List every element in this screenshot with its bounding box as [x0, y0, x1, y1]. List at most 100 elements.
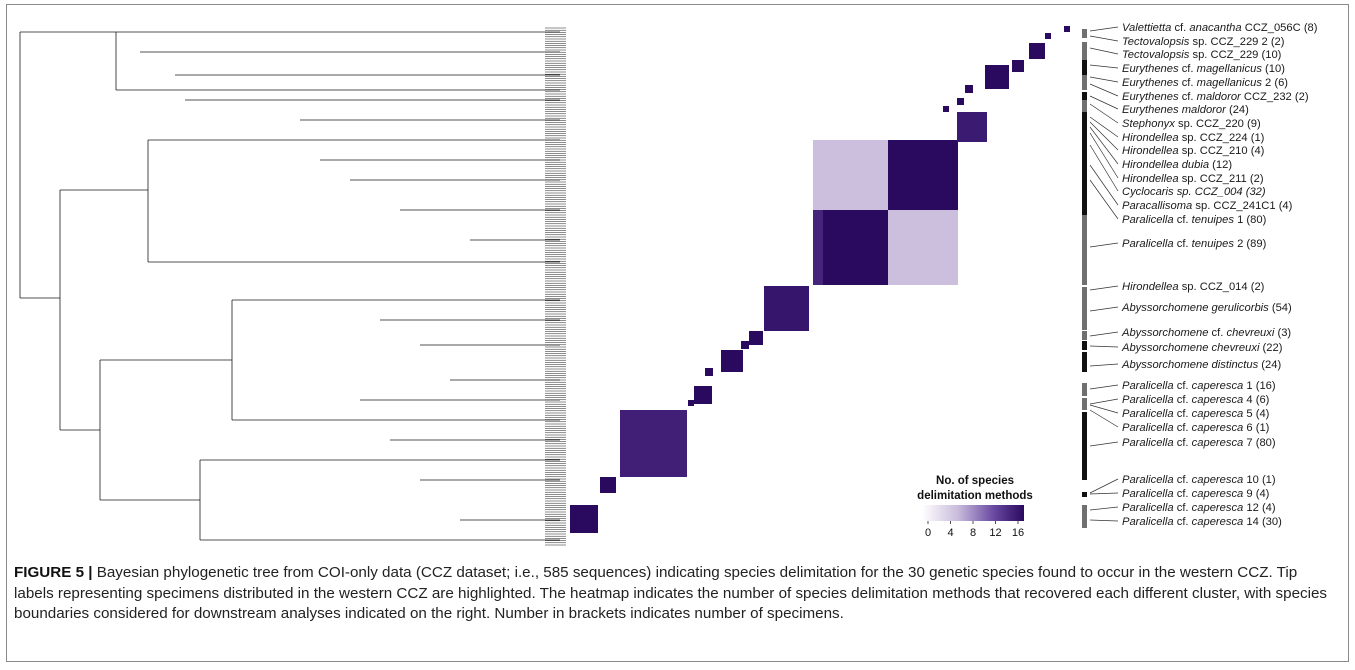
- leader-line: [1089, 345, 1119, 348]
- species-label: Paralicella cf. tenuipes 2 (89): [1122, 238, 1267, 250]
- species-boundary-bar: [1082, 60, 1087, 75]
- legend-title-line2: delimitation methods: [917, 490, 1033, 502]
- species-label: Paralicella cf. caperesca 5 (4): [1122, 408, 1270, 420]
- legend-color-bar: [922, 505, 1024, 521]
- leader-line: [1089, 26, 1119, 32]
- heatmap-cluster: [570, 505, 598, 533]
- species-boundary-bar: [1082, 341, 1087, 350]
- heatmap-cluster: [943, 106, 949, 112]
- heatmap-offdiag: [888, 210, 958, 285]
- species-label: Eurythenes cf. maldoror CCZ_232 (2): [1122, 91, 1309, 103]
- species-label: Paralicella cf. caperesca 7 (80): [1122, 437, 1276, 449]
- legend-tick-label: 16: [1012, 527, 1024, 539]
- heatmap-cluster: [620, 410, 687, 477]
- species-label: Abyssorchomene chevreuxi (22): [1121, 342, 1283, 354]
- leader-line: [1089, 164, 1119, 206]
- legend-tick-label: 4: [947, 527, 953, 539]
- heatmap-cluster: [694, 386, 712, 404]
- species-boundary-bar: [1082, 100, 1087, 112]
- leader-line: [1089, 144, 1119, 192]
- heatmap-cluster: [1045, 33, 1051, 39]
- species-boundary-bar: [1082, 29, 1087, 38]
- leader-line: [1089, 121, 1119, 151]
- heatmap-cluster: [1029, 43, 1045, 59]
- species-boundary-bar: [1082, 492, 1087, 497]
- species-label: Eurythenes maldoror (24): [1122, 104, 1249, 116]
- species-label: Paralicella cf. caperesca 12 (4): [1122, 502, 1276, 514]
- leader-line: [1089, 285, 1119, 291]
- species-boundary-bar: [1082, 352, 1087, 372]
- heatmap: [570, 26, 1070, 533]
- species-boundary-bar: [1082, 505, 1087, 528]
- legend-title-line1: No. of species: [936, 475, 1014, 487]
- leader-line: [1089, 95, 1119, 110]
- species-label: Tectovalopsis sp. CCZ_229 (10): [1122, 49, 1282, 61]
- phylogenetic-tree: [19, 27, 566, 546]
- species-label: Stephonyx sp. CCZ_220 (9): [1122, 118, 1261, 130]
- heatmap-offdiag: [813, 140, 888, 210]
- species-label: Eurythenes cf. magellanicus 2 (6): [1122, 77, 1288, 89]
- species-boundary-bar: [1082, 140, 1087, 215]
- caption-text: Bayesian phylogenetic tree from COI-only…: [14, 564, 1328, 622]
- figure-graphic: Valettietta cf. anacantha CCZ_056C (8) Te…: [19, 22, 1318, 546]
- leader-line: [1089, 492, 1119, 495]
- species-label: Paralicella cf. caperesca 9 (4): [1122, 488, 1270, 500]
- heatmap-cluster: [1012, 60, 1024, 72]
- species-label: Hirondellea dubia (12): [1122, 159, 1232, 171]
- species-boundary-bar: [1082, 42, 1087, 60]
- heatmap-shade: [957, 112, 987, 142]
- heatmap-cluster: [600, 477, 616, 493]
- legend-tick-label: 0: [925, 527, 931, 539]
- figure-caption: FIGURE 5 | Bayesian phylogenetic tree fr…: [14, 563, 1336, 625]
- species-boundary-bar: [1082, 331, 1087, 340]
- species-label: Hirondellea sp. CCZ_014 (2): [1122, 281, 1265, 293]
- leader-line: [1089, 404, 1119, 414]
- species-boundary-bar: [1082, 412, 1087, 480]
- leader-line: [1089, 519, 1119, 522]
- species-label: Paralicella cf. caperesca 14 (30): [1122, 516, 1282, 528]
- species-label: Hirondellea sp. CCZ_211 (2): [1122, 173, 1264, 185]
- species-label: Cyclocaris sp. CCZ_004 (32): [1122, 186, 1266, 198]
- leader-line: [1089, 126, 1119, 165]
- heatmap-cluster: [749, 331, 763, 345]
- species-label: Paralicella cf. caperesca 1 (16): [1122, 380, 1276, 392]
- leader-line: [1089, 242, 1119, 248]
- legend-ticks: 0 4 8 12 16: [925, 521, 1024, 539]
- species-label: Paralicella cf. caperesca 10 (1): [1122, 474, 1276, 486]
- species-label: Eurythenes cf. magellanicus (10): [1122, 63, 1285, 75]
- leader-line: [1089, 76, 1119, 83]
- heatmap-cluster: [957, 98, 964, 105]
- heatmap-cluster: [957, 112, 987, 142]
- leader-line: [1089, 398, 1119, 405]
- leader-line: [1089, 363, 1119, 367]
- leader-line: [1089, 103, 1119, 124]
- heatmap-shade: [813, 210, 823, 285]
- species-label: Abyssorchomene distinctus (24): [1121, 359, 1281, 371]
- figure-frame: [6, 4, 1349, 662]
- leader-line: [1089, 47, 1119, 55]
- leader-line: [1089, 35, 1119, 42]
- leader-line: [1089, 116, 1119, 138]
- leader-line: [1089, 478, 1119, 494]
- species-boundary-bars: [1082, 29, 1087, 528]
- leader-line: [1089, 306, 1119, 312]
- heatmap-cluster: [764, 286, 809, 331]
- species-labels: Valettietta cf. anacantha CCZ_056C (8) Te…: [1121, 22, 1318, 528]
- species-boundary-bar: [1082, 383, 1087, 396]
- heatmap-cluster: [888, 140, 958, 210]
- species-label: Abyssorchomene cf. chevreuxi (3): [1121, 327, 1291, 339]
- species-label: Paralicella cf. tenuipes 1 (80): [1122, 214, 1267, 226]
- heatmap-cluster: [688, 400, 694, 406]
- species-boundary-bar: [1082, 92, 1087, 100]
- species-label: Valettietta cf. anacantha CCZ_056C (8): [1122, 22, 1318, 34]
- leader-line: [1089, 83, 1119, 97]
- heatmap-cluster: [1064, 26, 1070, 32]
- species-boundary-bar: [1082, 112, 1087, 140]
- leader-line: [1089, 132, 1119, 179]
- legend-tick-label: 8: [970, 527, 976, 539]
- leader-line: [1089, 179, 1119, 220]
- species-label: Abyssorchomene gerulicorbis (54): [1121, 302, 1292, 314]
- heatmap-legend: No. of species delimitation methods 0 4 8 1…: [917, 475, 1033, 539]
- label-leader-lines: [1089, 26, 1119, 522]
- heatmap-shade: [764, 286, 809, 331]
